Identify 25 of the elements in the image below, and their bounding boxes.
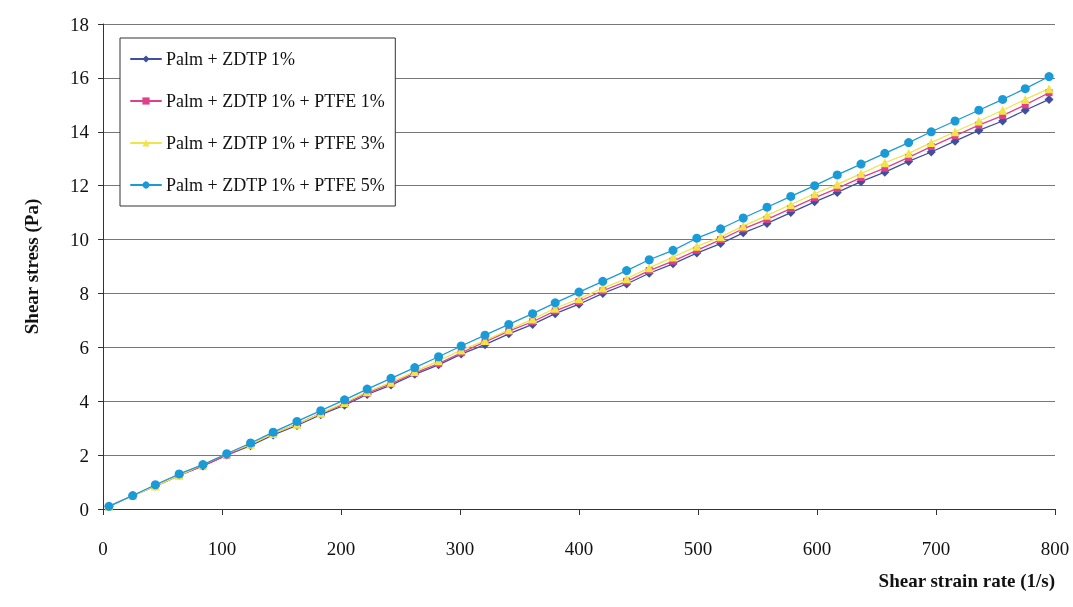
x-axis-title: Shear strain rate (1/s) (878, 570, 1055, 592)
y-tick-label: 8 (79, 282, 89, 304)
legend-label: Palm + ZDTP 1% + PTFE 5% (166, 175, 385, 195)
x-tick-label: 300 (445, 538, 475, 559)
y-tick-label: 12 (70, 175, 89, 197)
x-tick-label: 100 (207, 538, 237, 559)
x-tick-label: 200 (326, 538, 356, 559)
y-tick-label: 6 (79, 336, 89, 358)
y-tick-label: 2 (79, 444, 89, 466)
x-tick-label: 0 (98, 538, 108, 559)
x-tick-label: 700 (921, 538, 951, 559)
y-tick-label: 14 (70, 121, 90, 143)
x-tick-label: 800 (1040, 538, 1070, 559)
y-axis-title: Shear stress (Pa) (21, 198, 43, 335)
x-tick-label: 600 (802, 538, 832, 559)
y-tick-label: 0 (79, 498, 89, 520)
legend-label: Palm + ZDTP 1% + PTFE 1% (166, 91, 385, 111)
y-tick-label: 10 (70, 229, 89, 251)
x-tick-label: 400 (564, 538, 594, 559)
legend-label: Palm + ZDTP 1% (166, 49, 295, 69)
legend-label: Palm + ZDTP 1% + PTFE 3% (166, 133, 385, 153)
y-tick-label: 16 (70, 67, 89, 89)
y-tick-label: 4 (79, 390, 90, 412)
x-tick-label: 500 (683, 538, 713, 559)
y-tick-label: 18 (70, 13, 89, 35)
